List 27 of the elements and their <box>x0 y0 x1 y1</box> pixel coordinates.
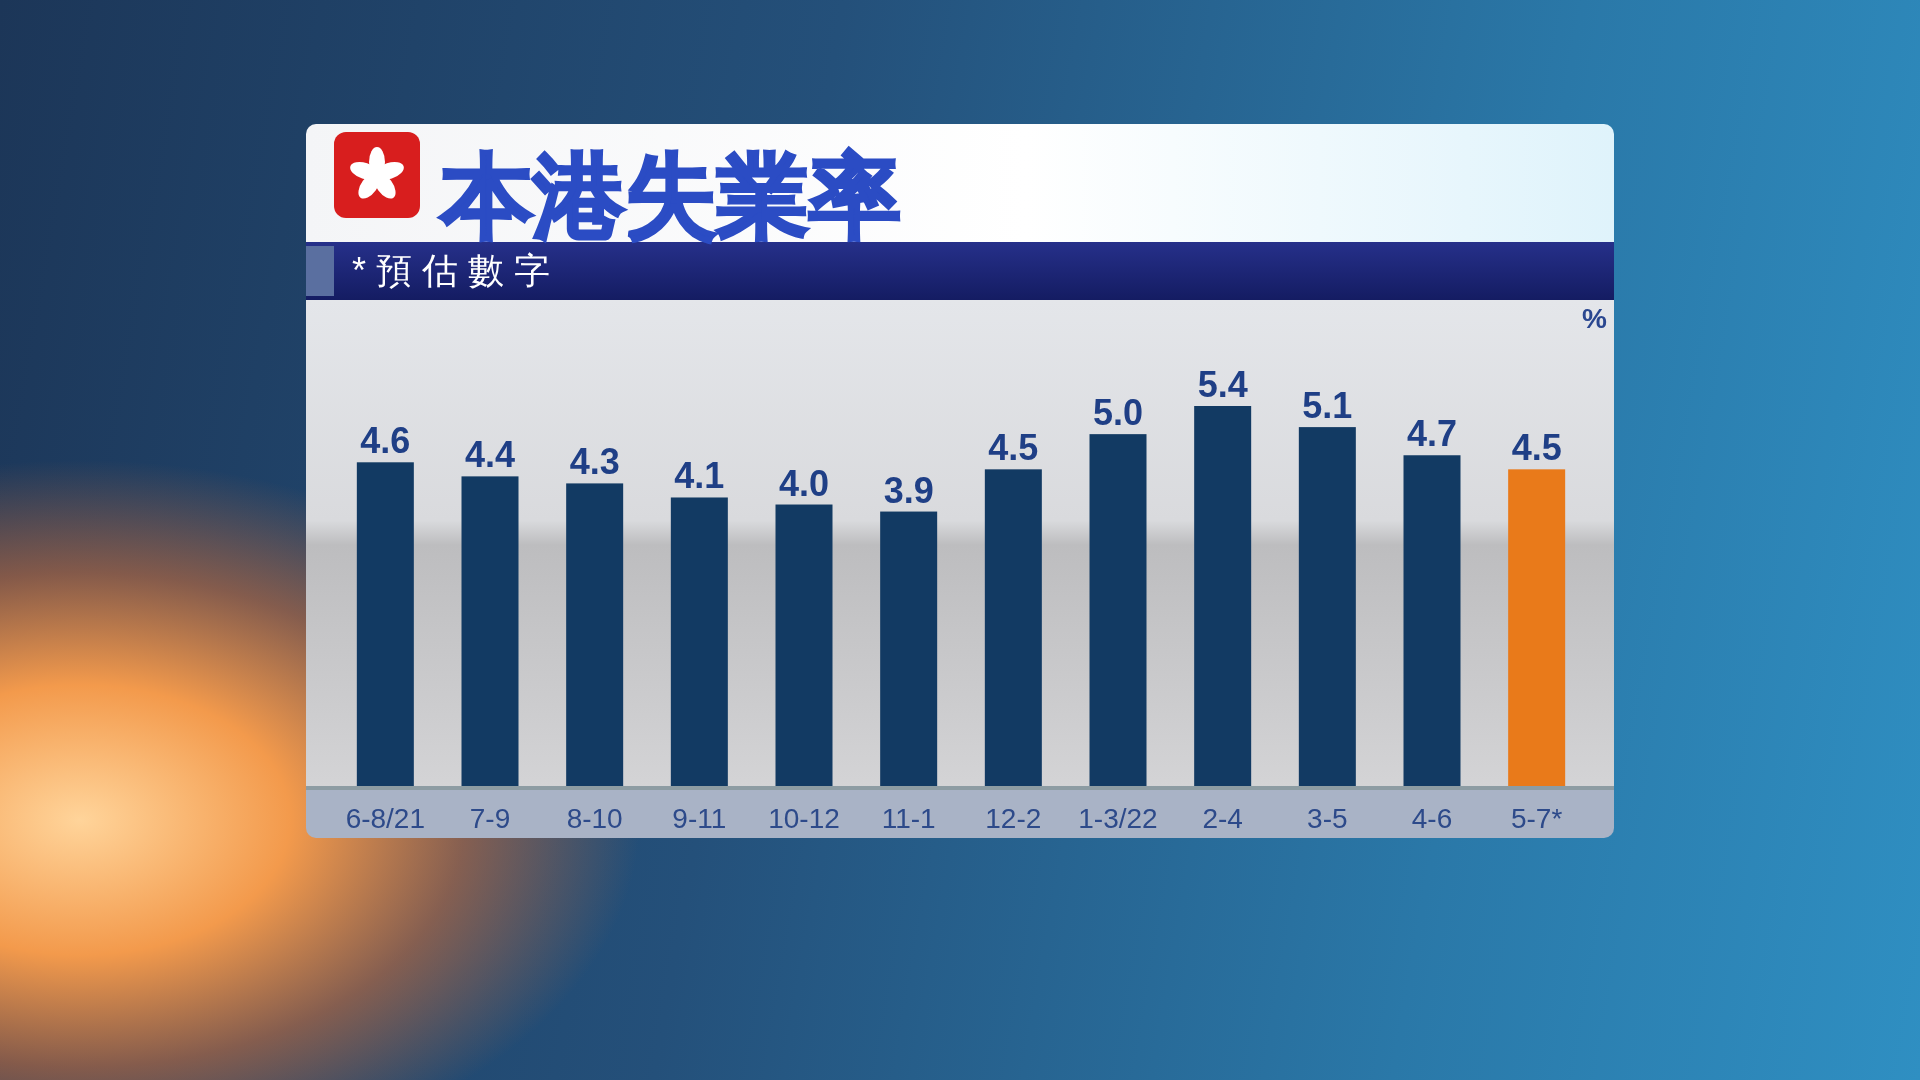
data-label: 4.4 <box>464 434 516 476</box>
x-tick-label: 9-11 <box>672 803 727 834</box>
data-label: 4.1 <box>674 455 725 497</box>
data-label: 3.9 <box>883 469 934 511</box>
x-tick-label: 11-1 <box>881 803 936 834</box>
x-tick-label: 7-9 <box>469 803 511 834</box>
data-label: 4.0 <box>778 462 830 504</box>
data-label: 4.3 <box>569 441 620 483</box>
x-tick-label: 2-4 <box>1202 803 1243 834</box>
data-label: 5.0 <box>1092 392 1144 434</box>
x-tick-label: 4-6 <box>1411 803 1453 834</box>
data-label: 5.1 <box>1302 385 1353 427</box>
x-tick-label: 12-2 <box>985 803 1042 834</box>
data-label: 5.4 <box>1197 364 1248 405</box>
data-label: 4.7 <box>1406 413 1458 455</box>
chart-subtitle: *預估數字 <box>352 250 561 291</box>
data-label: 4.5 <box>1511 427 1562 469</box>
x-tick-label: 3-5 <box>1307 803 1348 834</box>
x-tick-label: 6-8/21 <box>345 803 426 834</box>
data-label: 4.5 <box>988 427 1039 469</box>
x-tick-label: 8-10 <box>566 803 623 834</box>
y-axis-title: % <box>1582 303 1608 334</box>
data-label: 4.6 <box>360 420 411 462</box>
x-tick-label: 5-7* <box>1510 803 1563 834</box>
chart-title: 本港失業率 <box>439 145 901 247</box>
x-tick-label: 10-12 <box>768 803 840 834</box>
x-tick-label: 1-3/22 <box>1078 803 1158 834</box>
